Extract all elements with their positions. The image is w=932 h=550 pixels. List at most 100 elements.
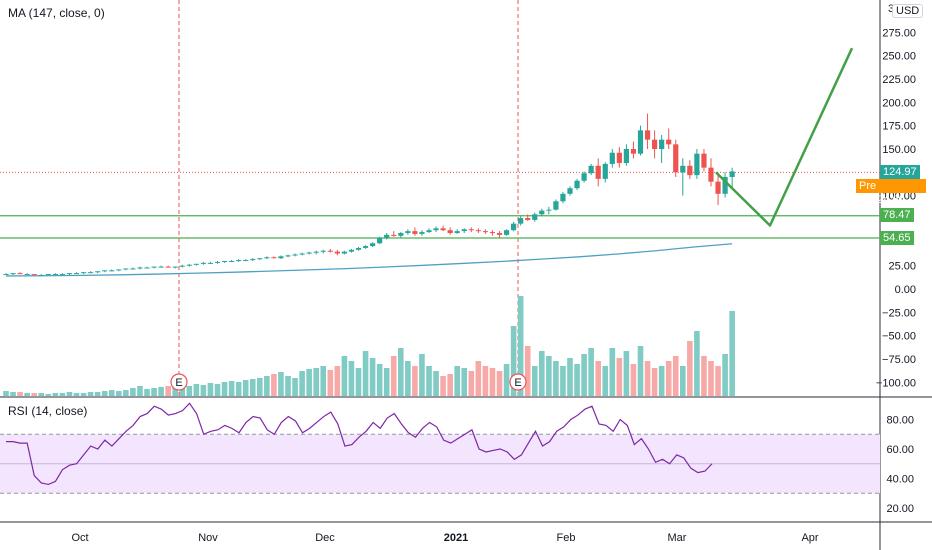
candle-body bbox=[701, 153, 707, 168]
currency-badge[interactable]: USD bbox=[892, 4, 924, 18]
volume-bar bbox=[517, 296, 524, 396]
candle-body bbox=[221, 261, 228, 263]
price-tick-label: 150.00 bbox=[882, 144, 916, 156]
price-tick-label: 3 bbox=[888, 3, 894, 15]
candle-body bbox=[285, 255, 291, 257]
volume-bar bbox=[468, 371, 475, 396]
candle-body bbox=[271, 257, 277, 259]
candle-body bbox=[306, 252, 312, 254]
volume-bar bbox=[581, 354, 587, 396]
volume-bar bbox=[334, 366, 341, 396]
candle-body bbox=[179, 265, 185, 267]
pre-market-tag: Pre 124.60 bbox=[856, 179, 926, 206]
candle-body bbox=[609, 152, 615, 164]
rsi-indicator-label[interactable]: RSI (14, close) bbox=[8, 404, 88, 418]
candle-body bbox=[88, 272, 94, 274]
volume-bar bbox=[151, 388, 157, 396]
candle-body bbox=[447, 230, 453, 234]
volume-bar bbox=[489, 368, 496, 396]
price-tick-label: 100.00 bbox=[882, 191, 916, 203]
volume-bar bbox=[539, 351, 545, 396]
candle-body bbox=[518, 218, 524, 224]
rsi-tick-label: 80.00 bbox=[886, 415, 914, 427]
volume-bar bbox=[108, 390, 115, 396]
candle-body bbox=[482, 231, 488, 233]
candle-body bbox=[405, 231, 411, 234]
volume-bar bbox=[503, 364, 510, 396]
candle-body bbox=[687, 165, 693, 176]
volume-bar bbox=[73, 393, 80, 396]
price-tick-label: 250.00 bbox=[882, 51, 916, 63]
candle-body bbox=[278, 256, 284, 259]
volume-bar bbox=[313, 368, 319, 396]
volume-bar bbox=[708, 361, 714, 396]
candle-body bbox=[489, 232, 496, 234]
volume-bar bbox=[214, 384, 221, 396]
candle-body bbox=[532, 214, 538, 220]
price-tick-label: 175.00 bbox=[882, 121, 916, 133]
volume-bar bbox=[680, 366, 686, 396]
volume-bar bbox=[729, 311, 735, 396]
volume-bar bbox=[299, 371, 305, 396]
candle-body bbox=[715, 181, 721, 194]
volume-bar bbox=[524, 346, 531, 396]
last-price-tag: 124.97 bbox=[880, 165, 920, 179]
candle-body bbox=[73, 273, 80, 275]
candle-body bbox=[95, 271, 101, 273]
volume-bar bbox=[665, 361, 672, 396]
volume-bar bbox=[123, 390, 129, 396]
candle-body bbox=[525, 218, 531, 220]
volume-bar bbox=[193, 384, 200, 396]
volume-bar bbox=[45, 394, 52, 396]
projection-path bbox=[715, 47, 854, 227]
candle-body bbox=[10, 273, 16, 275]
volume-bar bbox=[341, 356, 348, 396]
candle-body bbox=[377, 237, 383, 244]
candle-body bbox=[102, 270, 108, 272]
price-tick-label: −100.00 bbox=[876, 377, 916, 389]
time-tick-label: Mar bbox=[668, 532, 687, 544]
volume-bar bbox=[87, 392, 94, 396]
volume-bar bbox=[137, 386, 143, 396]
candle-body bbox=[207, 262, 214, 264]
volume-bar bbox=[567, 358, 573, 396]
candle-body bbox=[475, 230, 481, 232]
candle-body bbox=[652, 139, 658, 150]
candle-body bbox=[539, 210, 545, 215]
volume-bar bbox=[531, 366, 538, 396]
volume-bar bbox=[52, 393, 59, 396]
candle-body bbox=[348, 249, 355, 252]
candle-body bbox=[440, 228, 446, 231]
volume-bar bbox=[433, 371, 439, 396]
candle-body bbox=[560, 193, 566, 202]
rsi-tick-label: 60.00 bbox=[886, 444, 914, 456]
time-tick-label: Apr bbox=[801, 532, 818, 544]
candle-body bbox=[384, 234, 390, 238]
volume-bar bbox=[426, 366, 432, 396]
volume-bar bbox=[235, 382, 242, 396]
ma-indicator-label[interactable]: MA (147, close, 0) bbox=[8, 6, 105, 20]
price-tick-label: −75.00 bbox=[882, 354, 916, 366]
candle-body bbox=[158, 266, 164, 268]
candle-body bbox=[45, 274, 51, 276]
candle-body bbox=[616, 152, 622, 164]
time-tick-label: Dec bbox=[315, 532, 335, 544]
volume-bar bbox=[278, 372, 284, 396]
volume-bar bbox=[687, 341, 693, 396]
candle-body bbox=[52, 274, 58, 276]
volume-bar bbox=[10, 392, 16, 396]
candle-body bbox=[370, 243, 376, 247]
volume-bar bbox=[228, 381, 235, 396]
price-tick-label: 225.00 bbox=[882, 74, 916, 86]
candle-body bbox=[165, 266, 171, 268]
volume-bar bbox=[560, 366, 566, 396]
volume-bar bbox=[257, 378, 263, 396]
candle-body bbox=[355, 247, 362, 250]
volume-bar bbox=[376, 364, 383, 396]
volume-bar bbox=[327, 370, 334, 396]
candle-body bbox=[729, 171, 735, 178]
price-tick-label: 200.00 bbox=[882, 97, 916, 109]
volume-bar bbox=[461, 368, 468, 396]
price-tick-label: −50.00 bbox=[882, 331, 916, 343]
